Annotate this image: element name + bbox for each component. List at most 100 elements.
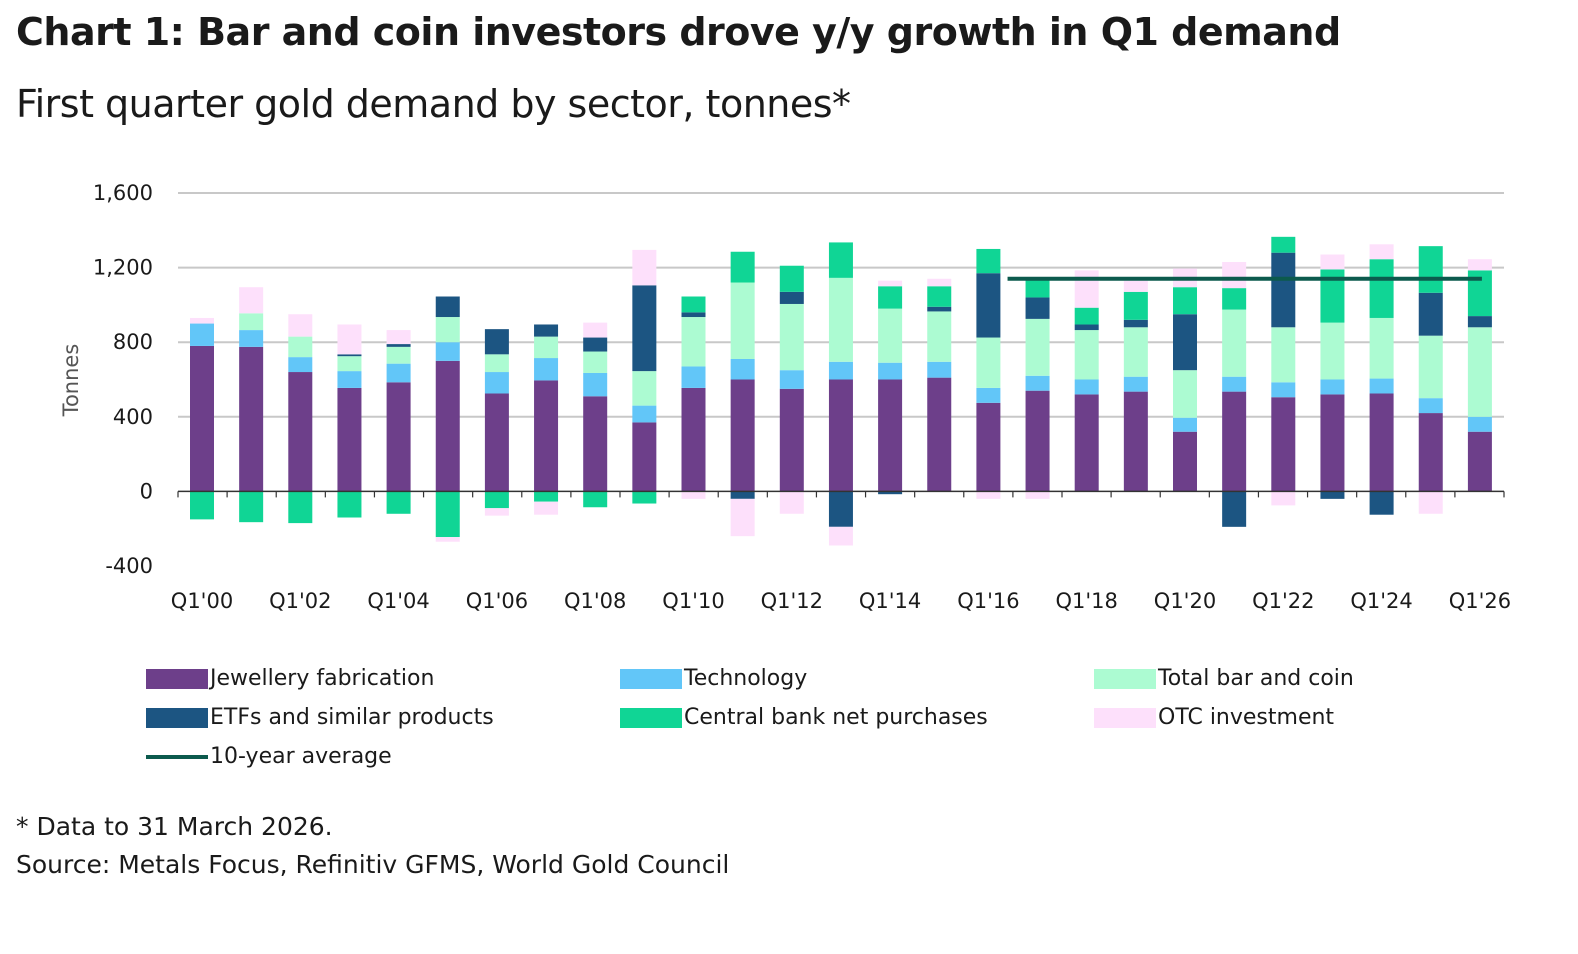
bar-cb-q117 bbox=[1025, 279, 1050, 298]
x-tick-label-2: Q1'04 bbox=[367, 589, 429, 613]
bar-technology-q104 bbox=[386, 363, 411, 383]
bar-jewellery-q118 bbox=[1074, 394, 1099, 492]
bar-technology-q106 bbox=[484, 372, 509, 394]
bar-otc-q112 bbox=[779, 491, 804, 514]
bar-barcoin-q124 bbox=[1369, 317, 1394, 379]
bar-technology-q108 bbox=[583, 372, 608, 397]
bar-barcoin-q125 bbox=[1418, 335, 1443, 399]
bar-barcoin-q104 bbox=[386, 346, 411, 364]
bar-technology-q102 bbox=[288, 357, 313, 373]
bar-etf-q112 bbox=[779, 291, 804, 304]
bar-technology-q105 bbox=[435, 342, 460, 361]
bar-technology-q113 bbox=[828, 361, 853, 380]
legend-item-etf: ETFs and similar products bbox=[146, 705, 494, 730]
bar-technology-q100 bbox=[190, 323, 214, 346]
bar-barcoin-q111 bbox=[730, 282, 755, 359]
bar-technology-q103 bbox=[337, 371, 362, 388]
bar-otc-q106 bbox=[484, 508, 509, 516]
y-axis-label: Tonnes bbox=[59, 344, 83, 418]
bar-otc-q119 bbox=[1123, 280, 1148, 292]
bar-otc-q121 bbox=[1222, 262, 1247, 289]
bar-etf-q105 bbox=[435, 296, 460, 318]
bar-technology-q123 bbox=[1320, 379, 1345, 395]
legend-swatch-barcoin bbox=[1094, 668, 1156, 689]
bar-cb-q116 bbox=[976, 248, 1001, 274]
legend-swatch-otc bbox=[1094, 707, 1156, 728]
legend-item-cb: Central bank net purchases bbox=[620, 705, 988, 730]
bar-technology-q115 bbox=[927, 361, 952, 378]
bar-barcoin-q122 bbox=[1271, 327, 1296, 383]
bar-cb-q112 bbox=[779, 265, 804, 292]
bar-barcoin-q101 bbox=[239, 313, 264, 331]
legend-label-etf: ETFs and similar products bbox=[210, 705, 494, 730]
bar-barcoin-q108 bbox=[583, 351, 608, 373]
bar-cb-q105 bbox=[435, 491, 460, 538]
bar-barcoin-q114 bbox=[878, 308, 903, 363]
x-tick-label-8: Q1'16 bbox=[957, 589, 1019, 613]
bar-jewellery-q113 bbox=[828, 379, 853, 492]
x-tick-label-6: Q1'12 bbox=[761, 589, 823, 613]
bar-cb-q106 bbox=[484, 491, 509, 509]
bar-technology-q125 bbox=[1418, 398, 1443, 414]
legend-item-otc: OTC investment bbox=[1094, 705, 1334, 730]
bar-technology-q116 bbox=[976, 387, 1001, 403]
bar-jewellery-q120 bbox=[1173, 431, 1197, 492]
bar-jewellery-q122 bbox=[1271, 397, 1296, 492]
legend-label-technology: Technology bbox=[684, 666, 808, 691]
bar-otc-q126 bbox=[1467, 259, 1492, 271]
bar-otc-q101 bbox=[239, 287, 264, 314]
bar-barcoin-q115 bbox=[927, 311, 952, 362]
bar-barcoin-q103 bbox=[337, 356, 362, 372]
bar-otc-q122 bbox=[1271, 491, 1296, 506]
bar-technology-q119 bbox=[1123, 376, 1148, 392]
y-tick-label-5: 1,600 bbox=[93, 181, 153, 205]
bar-barcoin-q112 bbox=[779, 303, 804, 371]
bar-barcoin-q105 bbox=[435, 317, 460, 343]
bar-cb-q125 bbox=[1418, 246, 1443, 293]
x-tick-label-10: Q1'20 bbox=[1154, 589, 1216, 613]
y-tick-label-1: 0 bbox=[140, 479, 153, 503]
bar-etf-q123 bbox=[1320, 491, 1345, 499]
bar-jewellery-q126 bbox=[1467, 431, 1492, 492]
bar-jewellery-q112 bbox=[779, 388, 804, 492]
bar-etf-q122 bbox=[1271, 252, 1296, 328]
bar-otc-q124 bbox=[1369, 244, 1394, 260]
bar-jewellery-q121 bbox=[1222, 391, 1247, 492]
bar-jewellery-q104 bbox=[386, 382, 411, 492]
bar-technology-q112 bbox=[779, 370, 804, 389]
bar-etf-q103 bbox=[337, 354, 362, 357]
y-tick-label-0: -400 bbox=[105, 554, 153, 578]
bar-barcoin-q113 bbox=[828, 277, 853, 362]
bar-otc-q117 bbox=[1025, 491, 1050, 499]
bar-jewellery-q117 bbox=[1025, 390, 1050, 492]
legend-swatch-technology bbox=[620, 668, 682, 689]
bar-jewellery-q102 bbox=[288, 372, 313, 492]
bar-barcoin-q123 bbox=[1320, 322, 1345, 380]
legend-label-jewellery: Jewellery fabrication bbox=[210, 666, 435, 691]
bar-cb-q119 bbox=[1123, 291, 1148, 320]
bar-barcoin-q109 bbox=[632, 371, 657, 406]
bar-otc-q104 bbox=[386, 330, 411, 345]
bar-etf-q126 bbox=[1467, 316, 1492, 328]
bar-barcoin-q102 bbox=[288, 336, 313, 358]
bar-etf-q113 bbox=[828, 491, 853, 527]
y-tick-label-4: 1,200 bbox=[93, 256, 153, 280]
bar-cb-q100 bbox=[190, 491, 214, 520]
bar-barcoin-q119 bbox=[1123, 327, 1148, 377]
bar-barcoin-q121 bbox=[1222, 309, 1247, 377]
bar-cb-q101 bbox=[239, 491, 264, 523]
bar-otc-q115 bbox=[927, 278, 952, 287]
bar-etf-q106 bbox=[484, 329, 509, 355]
x-tick-label-4: Q1'08 bbox=[564, 589, 626, 613]
legend-swatch-average bbox=[146, 754, 208, 759]
bar-technology-q122 bbox=[1271, 382, 1296, 398]
bar-cb-q110 bbox=[681, 296, 706, 313]
legend-label-average: 10-year average bbox=[210, 744, 392, 769]
bar-jewellery-q111 bbox=[730, 379, 755, 492]
bar-barcoin-q107 bbox=[534, 336, 559, 359]
bar-jewellery-q110 bbox=[681, 387, 706, 492]
y-tick-labels: -400 0 400 800 1,200 1,600 bbox=[93, 181, 153, 578]
bar-jewellery-q100 bbox=[190, 345, 214, 492]
bar-barcoin-q126 bbox=[1467, 327, 1492, 417]
x-tick-label-7: Q1'14 bbox=[859, 589, 921, 613]
